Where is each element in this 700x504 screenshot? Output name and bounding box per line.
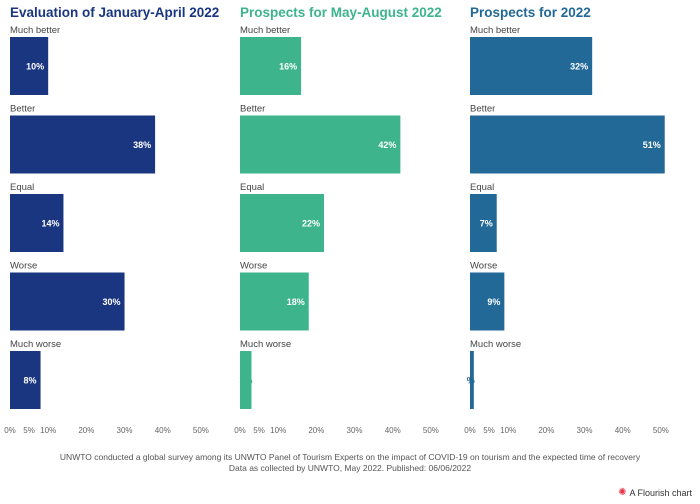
chart-panel-2: Prospects for May-August 2022 Much better… [234,5,442,435]
category-label: Better [10,104,35,115]
x-tick-label: 30% [117,426,133,435]
flourish-logo-icon: ✺ [618,487,627,498]
category-label: Much worse [470,339,521,350]
category-label: Much worse [10,339,61,350]
bar-value-label: 22% [302,219,320,229]
bar-value-label: 7% [480,219,493,229]
footer-note: UNWTO conducted a global survey among it… [59,452,641,462]
chart-title: Prospects for May-August 2022 [240,5,442,20]
x-tick-label: 50% [193,426,209,435]
bar-value-label: 8% [24,376,37,386]
bar [10,37,49,95]
x-tick-label: 5% [253,426,265,435]
bar-value-label: 42% [378,140,396,150]
bar [470,37,593,95]
footer-source: Data as collected by UNWTO, May 2022. Pu… [228,463,472,473]
bar-value-label: 16% [279,62,297,72]
x-tick-label: 40% [615,426,631,435]
bar [470,272,505,331]
bar [240,37,302,95]
x-tick-label: 10% [40,426,56,435]
category-label: Equal [10,182,34,193]
category-label: Worse [240,261,267,272]
bar-value-label: 32% [570,62,588,72]
x-tick-label: 30% [347,426,363,435]
x-tick-label: 5% [23,426,35,435]
category-label: Equal [240,182,264,193]
bar-value-label: 14% [41,219,59,229]
bar [10,272,125,331]
x-tick-label: 0% [464,426,476,435]
bar-value-label: 3% [239,376,252,386]
bar [240,272,309,331]
category-label: Better [470,104,495,115]
bar-value-label: % [467,376,475,386]
bar [470,194,497,252]
bar [470,351,474,409]
category-label: Worse [10,261,37,272]
category-label: Much better [470,25,520,36]
bar-value-label: 18% [287,297,305,307]
bar-value-label: 30% [103,297,121,307]
chart-title: Evaluation of January-April 2022 [10,5,219,20]
x-tick-label: 10% [270,426,286,435]
bar [240,351,252,409]
x-tick-label: 10% [500,426,516,435]
x-tick-label: 20% [78,426,94,435]
x-tick-label: 50% [653,426,669,435]
category-label: Better [240,104,265,115]
chart-title: Prospects for 2022 [470,5,591,20]
x-tick-label: 30% [577,426,593,435]
category-label: Much better [10,25,60,36]
x-tick-label: 5% [483,426,495,435]
flourish-credit[interactable]: ✺ A Flourish chart [618,487,692,499]
category-label: Equal [470,182,494,193]
chart-panel-3: Prospects for 2022 Much better 32% Better 51… [464,5,669,435]
x-tick-label: 50% [423,426,439,435]
x-tick-label: 0% [234,426,246,435]
x-tick-label: 20% [538,426,554,435]
bar-value-label: 38% [133,140,151,150]
chart-area: Evaluation of January-April 2022 Much bet… [4,5,669,435]
bar [10,115,156,174]
x-tick-label: 0% [4,426,16,435]
x-tick-label: 40% [385,426,401,435]
category-label: Much worse [240,339,291,350]
bar-value-label: 10% [26,62,44,72]
bar-value-label: 9% [487,297,500,307]
chart-panel-1: Evaluation of January-April 2022 Much bet… [4,5,219,435]
bar-value-label: 51% [643,140,661,150]
bar [10,194,64,252]
x-tick-label: 40% [155,426,171,435]
bar [470,115,665,174]
bar [240,115,401,174]
flourish-credit-label: A Flourish chart [629,488,692,498]
x-tick-label: 20% [308,426,324,435]
bar [10,351,41,409]
category-label: Much better [240,25,290,36]
category-label: Worse [470,261,497,272]
bar [240,194,324,252]
